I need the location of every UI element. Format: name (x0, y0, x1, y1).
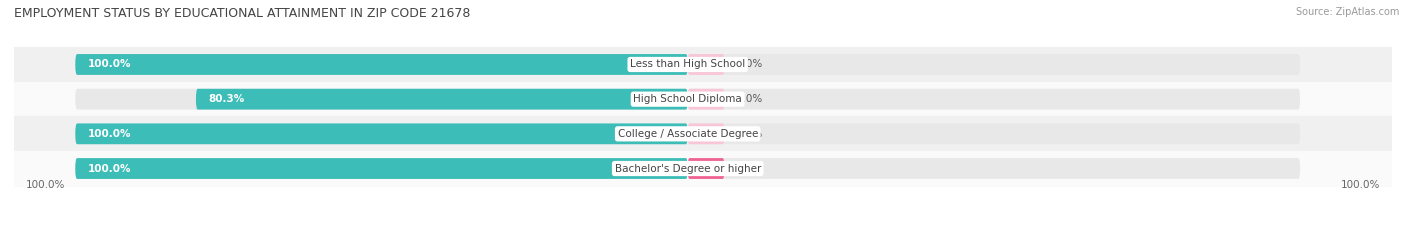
Text: 100.0%: 100.0% (1340, 180, 1379, 190)
Bar (14, 151, 1392, 186)
FancyBboxPatch shape (688, 89, 1301, 110)
FancyBboxPatch shape (76, 158, 688, 179)
FancyBboxPatch shape (688, 158, 724, 179)
Text: Less than High School: Less than High School (630, 59, 745, 69)
FancyBboxPatch shape (76, 158, 688, 179)
Text: 100.0%: 100.0% (87, 164, 131, 174)
FancyBboxPatch shape (688, 123, 724, 144)
FancyBboxPatch shape (688, 89, 724, 110)
Text: College / Associate Degree: College / Associate Degree (617, 129, 758, 139)
FancyBboxPatch shape (76, 54, 688, 75)
FancyBboxPatch shape (76, 89, 688, 110)
Text: 100.0%: 100.0% (87, 59, 131, 69)
Text: Bachelor's Degree or higher: Bachelor's Degree or higher (614, 164, 761, 174)
Bar (14, 116, 1392, 151)
FancyBboxPatch shape (688, 54, 1301, 75)
Text: 0.0%: 0.0% (737, 94, 763, 104)
Text: EMPLOYMENT STATUS BY EDUCATIONAL ATTAINMENT IN ZIP CODE 21678: EMPLOYMENT STATUS BY EDUCATIONAL ATTAINM… (14, 7, 471, 20)
Text: 100.0%: 100.0% (87, 129, 131, 139)
FancyBboxPatch shape (688, 123, 1301, 144)
FancyBboxPatch shape (76, 54, 688, 75)
Bar (14, 82, 1392, 116)
Text: 80.3%: 80.3% (208, 94, 245, 104)
FancyBboxPatch shape (688, 158, 1301, 179)
FancyBboxPatch shape (76, 123, 688, 144)
Text: Source: ZipAtlas.com: Source: ZipAtlas.com (1295, 7, 1399, 17)
Text: High School Diploma: High School Diploma (633, 94, 742, 104)
Text: 0.0%: 0.0% (737, 129, 763, 139)
Text: 0.0%: 0.0% (737, 59, 763, 69)
Bar (14, 47, 1392, 82)
FancyBboxPatch shape (76, 123, 688, 144)
Text: 2.3%: 2.3% (737, 164, 763, 174)
Text: 100.0%: 100.0% (27, 180, 66, 190)
FancyBboxPatch shape (195, 89, 688, 110)
FancyBboxPatch shape (688, 54, 724, 75)
